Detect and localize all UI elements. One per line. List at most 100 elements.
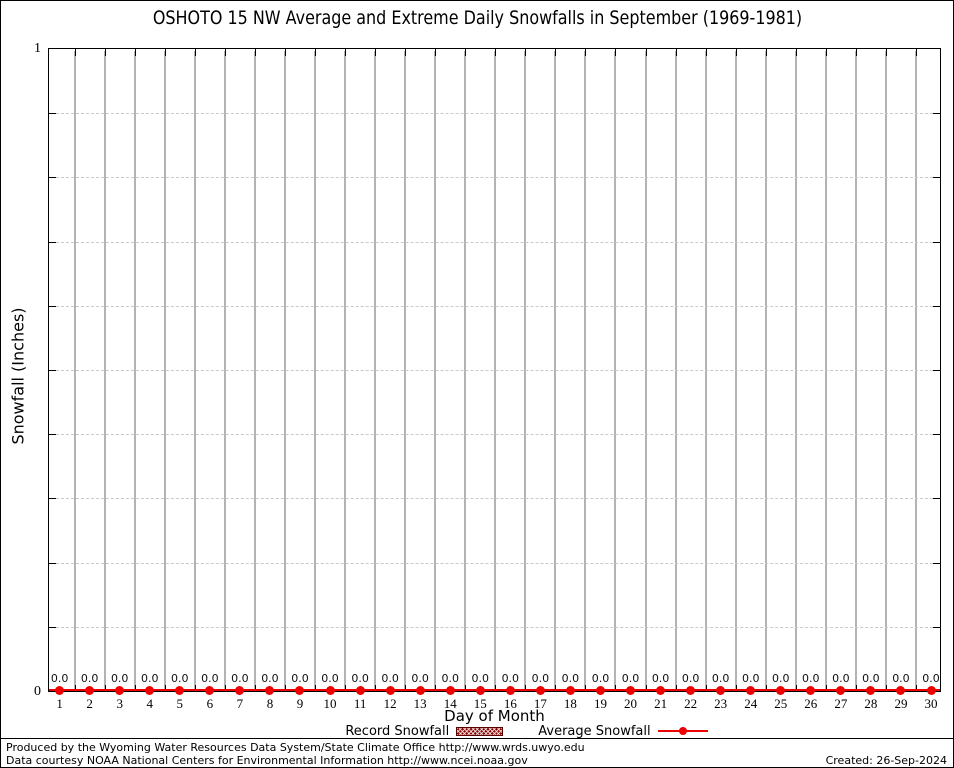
x-tick-top-mark — [134, 49, 136, 56]
value-label: 0.0 — [621, 672, 640, 685]
grid-vline — [163, 51, 166, 691]
x-tick-bottom-mark — [705, 685, 707, 691]
x-tick-bottom-mark — [345, 685, 347, 691]
y-tick-right-mark — [933, 562, 940, 564]
x-tick-top-mark — [345, 49, 347, 56]
average-snowfall-marker — [806, 686, 816, 695]
x-tick-top-mark — [915, 49, 917, 56]
grid-hline — [51, 562, 938, 564]
y-tick-left-mark — [49, 113, 56, 115]
value-label: 0.0 — [892, 672, 910, 685]
value-label: 0.0 — [50, 672, 69, 685]
average-marker-sample — [678, 727, 687, 735]
y-tick-left-mark — [49, 626, 56, 628]
x-tick-label: 10 — [323, 696, 337, 711]
grid-vline — [494, 51, 497, 691]
grid-vline — [674, 51, 677, 691]
grid-vline — [374, 51, 377, 691]
value-label: 0.0 — [321, 672, 339, 685]
x-tick-label: 13 — [413, 696, 427, 711]
value-label: 0.0 — [501, 672, 520, 685]
average-snowfall-marker — [836, 686, 846, 695]
x-tick-bottom-mark — [134, 685, 136, 691]
y-tick-left-mark — [49, 305, 56, 307]
value-label: 0.0 — [80, 672, 99, 685]
x-tick-top-mark — [315, 49, 316, 56]
x-tick-bottom-mark — [795, 685, 797, 691]
average-snowfall-swatch — [657, 726, 708, 736]
x-tick-bottom-mark — [194, 685, 196, 691]
value-label: 0.0 — [110, 672, 129, 685]
average-snowfall-marker — [926, 686, 936, 695]
y-tick-right-mark — [933, 241, 940, 243]
grid-vline — [193, 51, 196, 691]
chart-title-text: OSHOTO 15 NW Average and Extreme Daily S… — [152, 7, 802, 29]
x-tick-top-mark — [525, 49, 527, 56]
grid-vline — [644, 51, 647, 691]
x-tick-label: 15 — [473, 696, 487, 711]
grid-vline — [344, 51, 347, 691]
x-tick-label: 4 — [146, 696, 153, 711]
y-tick-left-mark — [49, 177, 56, 179]
x-tick-label: 27 — [834, 696, 848, 711]
grid-vline — [283, 51, 286, 691]
average-snowfall-marker — [896, 686, 906, 695]
average-snowfall-marker — [866, 686, 876, 695]
average-snowfall-line — [49, 689, 940, 691]
y-tick-label-max: 1 — [34, 41, 41, 56]
legend: Record Snowfall Average Snowfall — [100, 723, 953, 739]
average-snowfall-marker — [355, 686, 365, 695]
value-label: 0.0 — [531, 672, 550, 685]
x-tick-bottom-mark — [254, 685, 256, 691]
x-tick-top-mark — [645, 49, 647, 56]
x-tick-label: 3 — [116, 696, 123, 711]
x-tick-top-mark — [284, 49, 286, 56]
x-tick-top-mark — [885, 49, 887, 56]
grid-vline — [524, 51, 527, 691]
record-snowfall-swatch — [456, 726, 504, 736]
y-tick-label-min: 0 — [34, 684, 41, 699]
plot-area: 0.0 0.0 0.0 0.0 0.0 0.0 0.0 0.0 0.0 0.0 0.0 0.0 0.0 0… — [48, 48, 941, 695]
x-tick-top-mark — [465, 49, 467, 56]
x-tick-label: 12 — [383, 696, 397, 711]
x-tick-top-mark — [555, 49, 557, 56]
value-label: 0.0 — [922, 672, 940, 685]
x-tick-label: 21 — [654, 696, 668, 711]
grid-vline — [854, 51, 857, 691]
average-snowfall-marker — [595, 686, 605, 695]
value-label: 0.0 — [140, 672, 159, 685]
value-label: 0.0 — [201, 672, 219, 685]
x-tick-label: 19 — [593, 696, 607, 711]
value-label: 0.0 — [231, 672, 249, 685]
x-tick-bottom-mark — [104, 685, 106, 691]
average-snowfall-marker — [385, 686, 395, 695]
x-tick-bottom-mark — [615, 685, 617, 691]
average-snowfall-marker — [115, 686, 125, 695]
grid-vline — [223, 51, 226, 691]
average-snowfall-marker — [626, 686, 636, 695]
legend-item-record: Record Snowfall — [345, 723, 504, 739]
y-tick-right-mark — [933, 305, 940, 307]
average-snowfall-marker — [145, 686, 155, 695]
x-tick-label: 14 — [443, 696, 457, 711]
y-tick-right-mark — [933, 177, 940, 179]
legend-label-record: Record Snowfall — [345, 723, 450, 739]
x-tick-top-mark — [194, 49, 196, 56]
x-tick-label: 28 — [864, 696, 878, 711]
x-tick-bottom-mark — [765, 685, 767, 691]
grid-hline — [51, 241, 938, 243]
value-label: 0.0 — [741, 672, 760, 685]
footer-produced-by: Produced by the Wyoming Water Resources … — [6, 741, 585, 754]
x-tick-label: 20 — [624, 696, 638, 711]
x-tick-label: 1 — [56, 696, 63, 711]
x-tick-bottom-mark — [555, 685, 557, 691]
x-tick-top-mark — [705, 49, 707, 56]
x-tick-label: 23 — [714, 696, 728, 711]
value-label: 0.0 — [681, 672, 700, 685]
legend-label-average: Average Snowfall — [538, 723, 651, 739]
x-tick-bottom-mark — [375, 685, 377, 691]
x-tick-bottom-mark — [735, 685, 737, 691]
y-tick-left-mark — [49, 434, 56, 436]
grid-vline — [404, 51, 407, 691]
y-tick-left-mark — [49, 370, 56, 371]
